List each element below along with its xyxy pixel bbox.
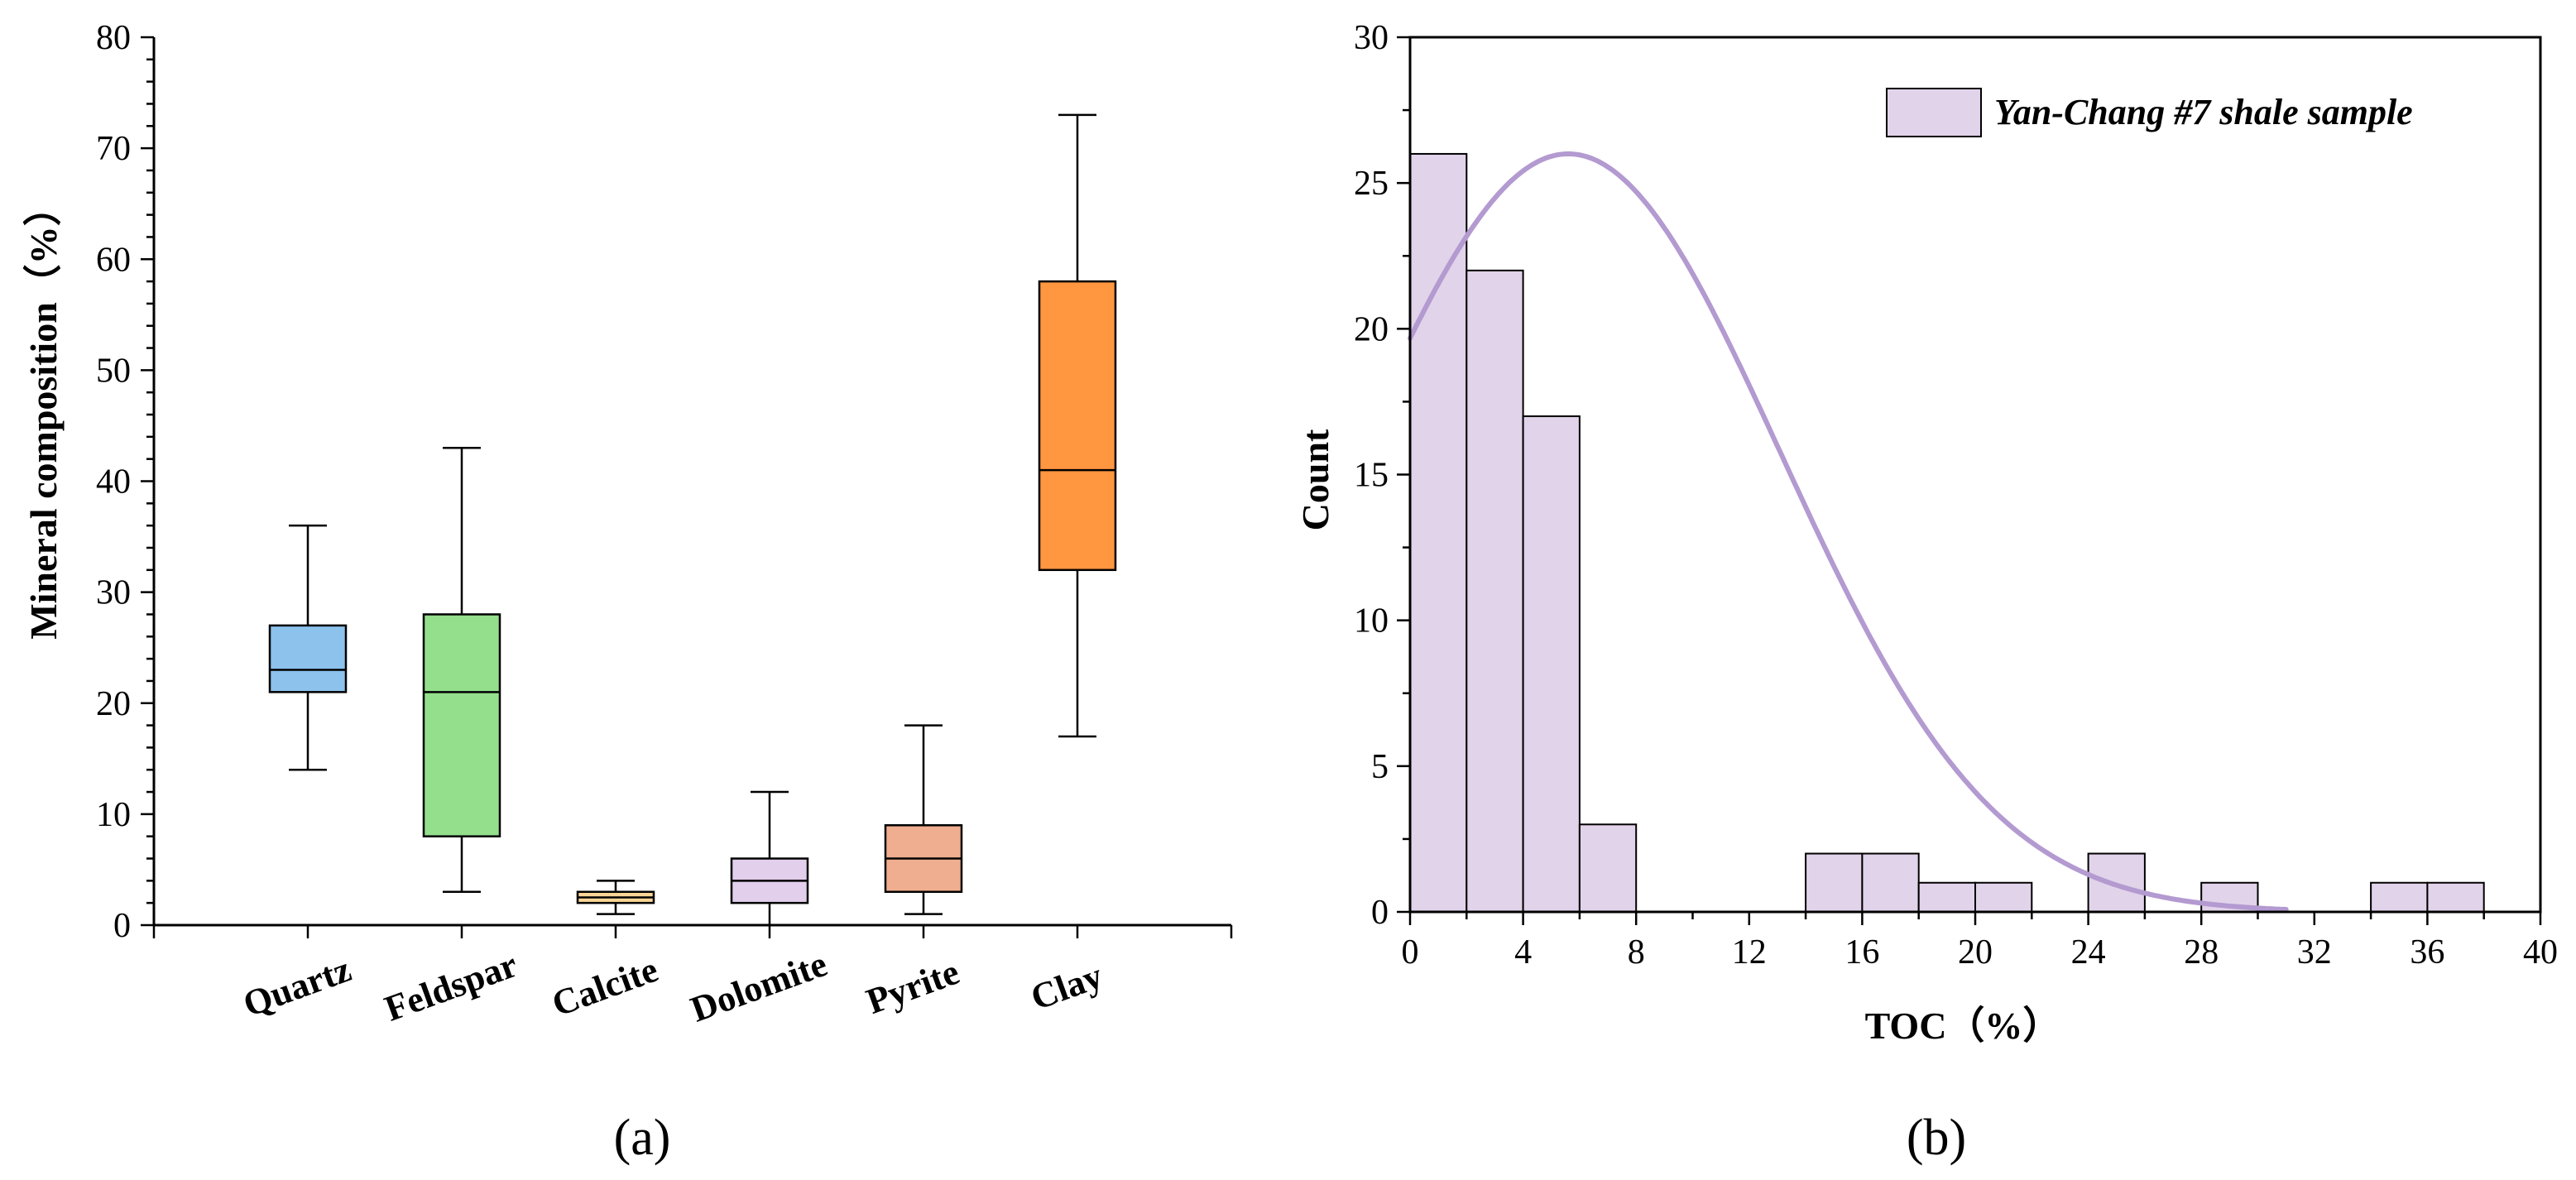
histogram-bar bbox=[2426, 881, 2485, 914]
category-label: Clay bbox=[1025, 955, 1107, 1018]
y-tick-label: 50 bbox=[96, 352, 131, 390]
normal-fit-curve bbox=[1408, 151, 2289, 912]
x-tick-label: 40 bbox=[2523, 933, 2558, 971]
category-label: Dolomite bbox=[685, 943, 832, 1030]
histogram-bar bbox=[1917, 881, 1976, 914]
x-tick-label: 32 bbox=[2297, 933, 2332, 971]
histogram-legend: Yan-Chang #7 shale sample bbox=[1886, 88, 2413, 137]
y-tick-label: 60 bbox=[96, 241, 131, 279]
histogram-bar bbox=[1861, 852, 1920, 913]
y-tick-label: 0 bbox=[113, 907, 131, 945]
y-tick-label: 80 bbox=[96, 19, 131, 57]
iqr-box bbox=[422, 613, 501, 837]
category-label: Pyrite bbox=[861, 952, 965, 1022]
box-plot-boxes bbox=[268, 113, 1117, 927]
y-tick-label: 15 bbox=[1354, 457, 1389, 495]
box-calcite bbox=[576, 880, 655, 915]
box-plot-panel: 0 10 20 30 40 50 60 70 80 Quartz Feldspar Calcite D… bbox=[22, 19, 1233, 1166]
histogram-bar bbox=[2370, 881, 2429, 914]
iqr-box bbox=[268, 624, 348, 693]
x-tick-label: 8 bbox=[1628, 933, 1645, 971]
category-label: Calcite bbox=[547, 949, 664, 1024]
y-tick-label: 25 bbox=[1354, 165, 1389, 203]
histogram-bar bbox=[1805, 852, 1864, 913]
box-dolomite bbox=[730, 790, 809, 927]
y-tick-label: 10 bbox=[1354, 602, 1389, 640]
box-clay bbox=[1038, 113, 1117, 738]
histogram-bar bbox=[1578, 823, 1638, 913]
x-tick-label: 20 bbox=[1958, 933, 1993, 971]
x-tick-label: 28 bbox=[2184, 933, 2219, 971]
box-pyrite bbox=[884, 724, 963, 915]
panel-label-b: (b) bbox=[1907, 1110, 1966, 1166]
histogram-fit-curve bbox=[1408, 151, 2289, 912]
x-tick-label: 0 bbox=[1402, 933, 1419, 971]
panel-label-a: (a) bbox=[614, 1110, 671, 1166]
x-tick-label: 16 bbox=[1844, 933, 1879, 971]
y-tick-label: 20 bbox=[96, 685, 131, 723]
x-tick-label: 12 bbox=[1732, 933, 1767, 971]
y-tick-label: 30 bbox=[96, 574, 131, 612]
box-feldspar bbox=[422, 447, 501, 894]
iqr-box bbox=[1038, 280, 1117, 572]
histogram-y-axis-title: Count bbox=[1294, 429, 1336, 530]
legend-swatch bbox=[1886, 88, 1982, 137]
box-plot-categories: Quartz Feldspar Calcite Dolomite Pyrite Clay bbox=[238, 943, 1108, 1030]
y-tick-label: 10 bbox=[96, 796, 131, 834]
histogram-bar bbox=[1522, 415, 1581, 913]
box-quartz bbox=[268, 524, 348, 771]
histogram-panel: 0 4 8 12 16 20 24 28 32 36 40 0 5 10 15 20 25 30 Yan-Chan… bbox=[1294, 19, 2558, 1166]
box-plot-y-axis-title: Mineral composition（%） bbox=[22, 188, 65, 640]
legend-label: Yan-Chang #7 shale sample bbox=[1994, 92, 2413, 132]
histogram-bar bbox=[1465, 269, 1524, 914]
y-tick-label: 40 bbox=[96, 463, 131, 501]
category-label: Feldspar bbox=[380, 944, 523, 1029]
histogram-bars bbox=[1409, 152, 2485, 914]
x-tick-label: 4 bbox=[1514, 933, 1532, 971]
histogram-bar bbox=[1974, 881, 2033, 914]
category-label: Quartz bbox=[238, 948, 357, 1024]
y-tick-label: 30 bbox=[1354, 19, 1389, 57]
histogram-bar bbox=[1409, 152, 1468, 913]
box-plot-y-axis: 0 10 20 30 40 50 60 70 80 bbox=[96, 19, 1233, 945]
y-tick-label: 0 bbox=[1371, 894, 1389, 932]
y-tick-label: 5 bbox=[1371, 748, 1389, 786]
x-tick-label: 36 bbox=[2410, 933, 2444, 971]
y-tick-label: 70 bbox=[96, 130, 131, 168]
x-tick-label: 24 bbox=[2071, 933, 2106, 971]
y-tick-label: 20 bbox=[1354, 310, 1389, 348]
histogram-x-axis-title: TOC（%） bbox=[1865, 1005, 2061, 1047]
histogram-axes: 0 4 8 12 16 20 24 28 32 36 40 0 5 10 15 20 25 30 bbox=[1354, 19, 2558, 971]
